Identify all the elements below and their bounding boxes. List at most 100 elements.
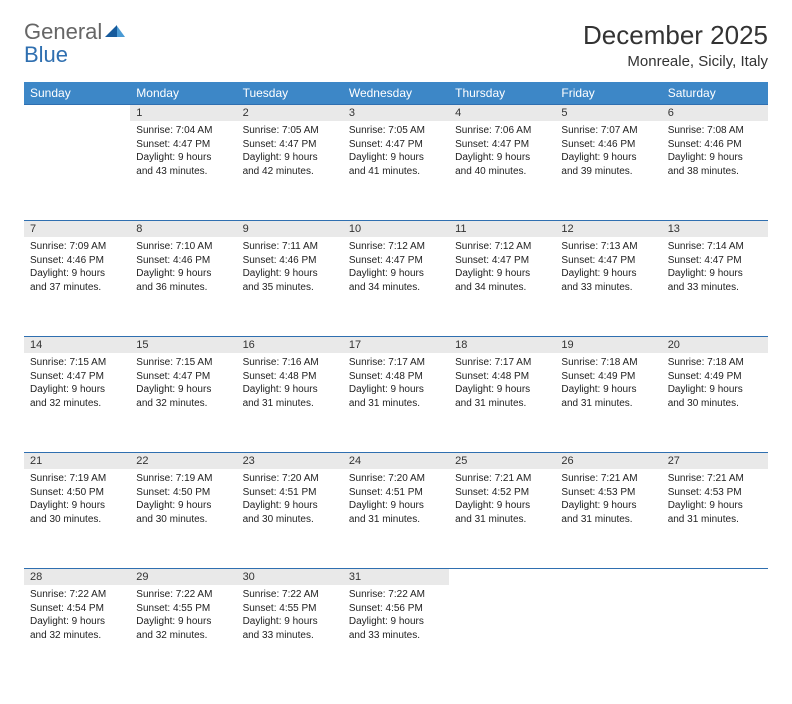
day-number-cell: 24 — [343, 453, 449, 470]
sunset-text: Sunset: 4:50 PM — [136, 487, 210, 498]
daylight-text: Daylight: 9 hours and 33 minutes. — [349, 616, 424, 641]
day-header: Saturday — [662, 82, 768, 105]
day-number-cell: 8 — [130, 221, 236, 238]
day-header: Wednesday — [343, 82, 449, 105]
day-detail-cell: Sunrise: 7:21 AMSunset: 4:52 PMDaylight:… — [449, 469, 555, 569]
sunset-text: Sunset: 4:46 PM — [668, 139, 742, 150]
day-detail-cell: Sunrise: 7:12 AMSunset: 4:47 PMDaylight:… — [449, 237, 555, 337]
day-detail-cell: Sunrise: 7:21 AM Sunset: 4:53 PM Daylight:… — [555, 469, 661, 569]
day-detail-cell: Sunrise: 7:10 AMSunset: 4:46 PMDaylight:… — [130, 237, 236, 337]
day-detail-cell — [24, 121, 130, 221]
sunset-text: Sunset: 4:50 PM — [30, 487, 104, 498]
title-block: December 2025 Monreale, Sicily, Italy — [583, 20, 768, 70]
sunrise-text: Sunrise: 7:22 AM — [30, 589, 106, 600]
sunset-text: Sunset: 4:47 PM — [136, 139, 210, 150]
daylight-text: Daylight: 9 hours and 35 minutes. — [243, 268, 318, 293]
day-number-cell: 27 — [662, 453, 768, 470]
day-detail-cell: Sunrise: 7:22 AMSunset: 4:55 PMDaylight:… — [237, 585, 343, 684]
day-detail-cell: Sunrise: 7:14 AMSunset: 4:47 PMDaylight:… — [662, 237, 768, 337]
sunset-text: Sunset: 4:47 PM — [136, 371, 210, 382]
sunset-text: Sunset: 4:47 PM — [243, 139, 317, 150]
logo-triangle-icon — [105, 18, 127, 32]
sunset-text: Sunset: 4:47 PM — [561, 255, 635, 266]
sunset-text: Sunset: 4:48 PM — [243, 371, 317, 382]
day-number-cell: 3 — [343, 105, 449, 122]
logo: GeneralBlue — [24, 20, 127, 66]
day-header: Tuesday — [237, 82, 343, 105]
daylight-text: Daylight: 9 hours and 31 minutes. — [561, 500, 636, 525]
sunrise-text: Sunrise: 7:12 AM — [455, 241, 531, 252]
daynum-row: 28293031 — [24, 569, 768, 586]
sunset-text: Sunset: 4:49 PM — [668, 371, 742, 382]
sunrise-text: Sunrise: 7:18 AM — [561, 357, 637, 368]
calendar-table: SundayMondayTuesdayWednesdayThursdayFrid… — [24, 82, 768, 684]
daylight-text: Daylight: 9 hours and 34 minutes. — [455, 268, 530, 293]
day-number-cell: 19 — [555, 337, 661, 354]
sunset-text: Sunset: 4:48 PM — [455, 371, 529, 382]
sunrise-text: Sunrise: 7:16 AM — [243, 357, 319, 368]
sunset-text: Sunset: 4:46 PM — [561, 139, 635, 150]
daylight-text: Daylight: 9 hours and 31 minutes. — [668, 500, 743, 525]
day-number-cell: 28 — [24, 569, 130, 586]
logo-text-blue: Blue — [24, 42, 68, 67]
sunrise-text: Sunrise: 7:17 AM — [455, 357, 531, 368]
day-number-cell: 30 — [237, 569, 343, 586]
sunset-text: Sunset: 4:47 PM — [455, 139, 529, 150]
day-number-cell: 20 — [662, 337, 768, 354]
day-detail-cell: Sunrise: 7:05 AM Sunset: 4:47 PM Daylight:… — [343, 121, 449, 221]
day-detail-cell: Sunrise: 7:18 AMSunset: 4:49 PMDaylight:… — [662, 353, 768, 453]
daylight-text: Daylight: 9 hours and 39 minutes. — [561, 152, 636, 177]
daylight-text: Daylight: 9 hours and 32 minutes. — [136, 384, 211, 409]
day-header: Sunday — [24, 82, 130, 105]
sunset-text: Sunset: 4:46 PM — [243, 255, 317, 266]
sunrise-text: Sunrise: 7:21 AM — [561, 473, 637, 484]
day-number-cell: 11 — [449, 221, 555, 238]
sunrise-text: Sunrise: 7:10 AM — [136, 241, 212, 252]
day-number-cell — [662, 569, 768, 586]
sunrise-text: Sunrise: 7:18 AM — [668, 357, 744, 368]
day-detail-cell: Sunrise: 7:11 AMSunset: 4:46 PMDaylight:… — [237, 237, 343, 337]
sunrise-text: Sunrise: 7:20 AM — [243, 473, 319, 484]
sunrise-text: Sunrise: 7:05 AM — [243, 125, 319, 136]
day-number-cell: 22 — [130, 453, 236, 470]
day-detail-cell: Sunrise: 7:09 AMSunset: 4:46 PMDaylight:… — [24, 237, 130, 337]
daylight-text: Daylight: 9 hours and 31 minutes. — [561, 384, 636, 409]
detail-row: Sunrise: 7:22 AMSunset: 4:54 PMDaylight:… — [24, 585, 768, 684]
daylight-text: Daylight: 9 hours and 36 minutes. — [136, 268, 211, 293]
day-number-cell: 13 — [662, 221, 768, 238]
daylight-text: Daylight: 9 hours and 40 minutes. — [455, 152, 530, 177]
sunset-text: Sunset: 4:47 PM — [349, 139, 423, 150]
sunrise-text: Sunrise: 7:09 AM — [30, 241, 106, 252]
day-detail-cell: Sunrise: 7:13 AMSunset: 4:47 PMDaylight:… — [555, 237, 661, 337]
sunset-text: Sunset: 4:52 PM — [455, 487, 529, 498]
sunset-text: Sunset: 4:47 PM — [30, 371, 104, 382]
sunset-text: Sunset: 4:51 PM — [243, 487, 317, 498]
sunrise-text: Sunrise: 7:14 AM — [668, 241, 744, 252]
day-number-cell: 9 — [237, 221, 343, 238]
sunrise-text: Sunrise: 7:22 AM — [349, 589, 425, 600]
day-number-cell: 21 — [24, 453, 130, 470]
sunrise-text: Sunrise: 7:04 AM — [136, 125, 212, 136]
day-number-cell — [449, 569, 555, 586]
logo-text-general: General — [24, 19, 102, 44]
daylight-text: Daylight: 9 hours and 41 minutes. — [349, 152, 424, 177]
daylight-text: Daylight: 9 hours and 33 minutes. — [243, 616, 318, 641]
day-detail-cell: Sunrise: 7:19 AMSunset: 4:50 PMDaylight:… — [24, 469, 130, 569]
sunrise-text: Sunrise: 7:15 AM — [30, 357, 106, 368]
location-text: Monreale, Sicily, Italy — [583, 53, 768, 70]
day-detail-cell: Sunrise: 7:06 AMSunset: 4:47 PMDaylight:… — [449, 121, 555, 221]
daylight-text: Daylight: 9 hours and 32 minutes. — [136, 616, 211, 641]
day-detail-cell: Sunrise: 7:22 AMSunset: 4:55 PMDaylight:… — [130, 585, 236, 684]
daylight-text: Daylight: 9 hours and 31 minutes. — [349, 384, 424, 409]
sunset-text: Sunset: 4:53 PM — [561, 487, 635, 498]
sunrise-text: Sunrise: 7:17 AM — [349, 357, 425, 368]
sunrise-text: Sunrise: 7:05 AM — [349, 125, 425, 136]
day-number-cell: 15 — [130, 337, 236, 354]
day-number-cell: 12 — [555, 221, 661, 238]
sunrise-text: Sunrise: 7:21 AM — [455, 473, 531, 484]
daylight-text: Daylight: 9 hours and 43 minutes. — [136, 152, 211, 177]
daylight-text: Daylight: 9 hours and 32 minutes. — [30, 384, 105, 409]
day-detail-cell: Sunrise: 7:05 AMSunset: 4:47 PMDaylight:… — [237, 121, 343, 221]
sunrise-text: Sunrise: 7:20 AM — [349, 473, 425, 484]
daylight-text: Daylight: 9 hours and 33 minutes. — [561, 268, 636, 293]
